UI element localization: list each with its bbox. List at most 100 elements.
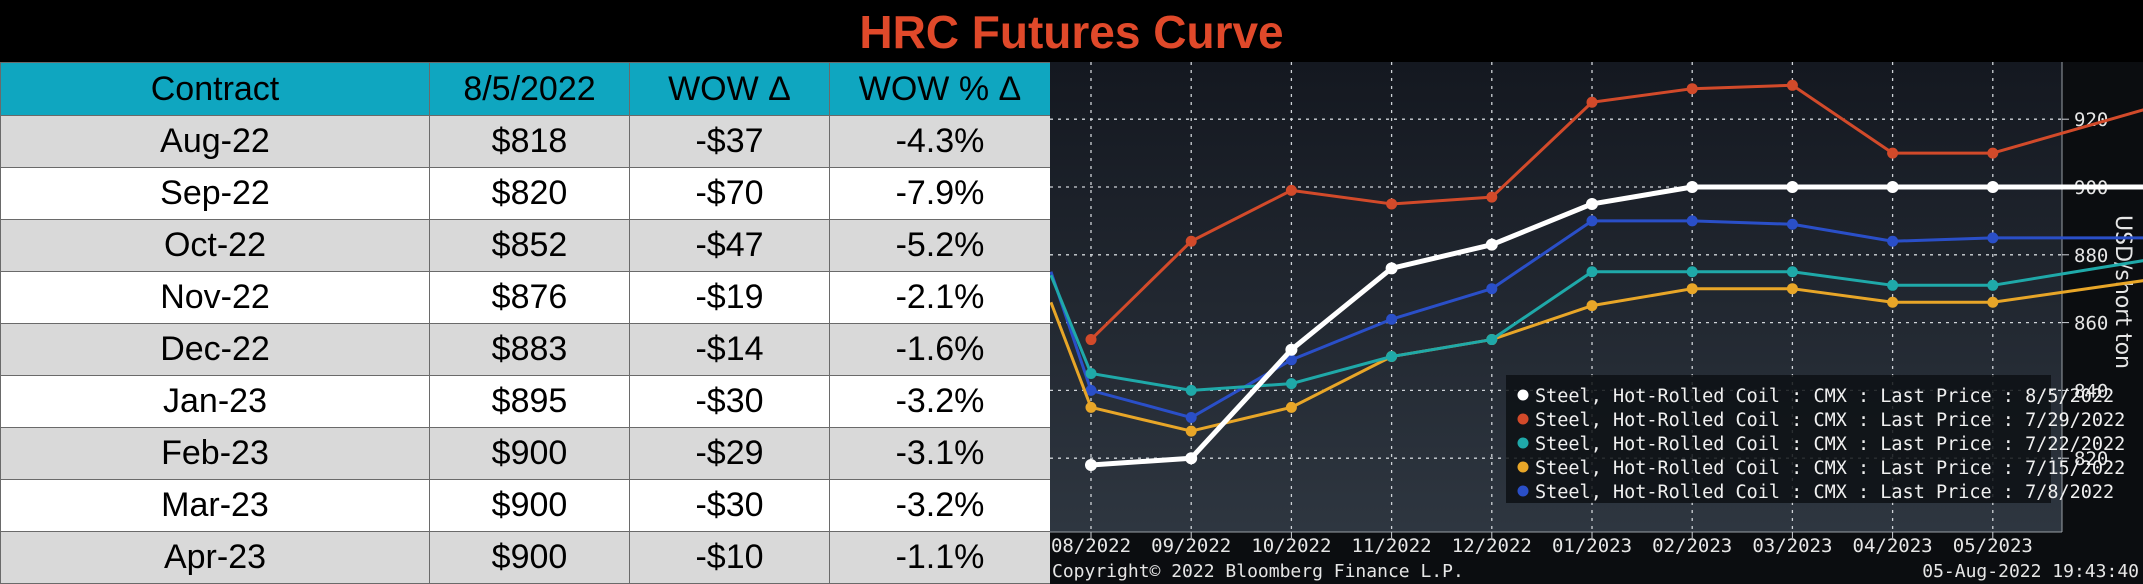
series-point: [1686, 215, 1698, 227]
table-header-row: Contract 8/5/2022 WOW Δ WOW % Δ: [0, 62, 1051, 116]
contract-cell: Sep-22: [0, 167, 430, 220]
y-tick-label: 880: [2074, 245, 2108, 267]
table-row: Oct-22 $852 -$47 -5.2%: [0, 219, 1051, 272]
x-tick-label: 01/2023: [1552, 535, 1632, 557]
series-point: [1987, 147, 1999, 159]
wow-pct-cell: -3.2%: [829, 375, 1051, 428]
table-row: Nov-22 $876 -$19 -2.1%: [0, 271, 1051, 324]
wow-delta-cell: -$37: [629, 115, 830, 168]
price-cell: $900: [429, 427, 630, 480]
series-point: [1586, 215, 1598, 227]
contract-cell: Nov-22: [0, 271, 430, 324]
wow-pct-cell: -5.2%: [829, 219, 1051, 272]
legend-marker: [1517, 413, 1529, 425]
series-line: [1050, 259, 2143, 392]
wow-delta-cell: -$29: [629, 427, 830, 480]
contract-cell: Jan-23: [0, 375, 430, 428]
wow-delta-cell: -$30: [629, 479, 830, 532]
legend-marker: [1517, 389, 1529, 401]
contract-cell: Dec-22: [0, 323, 430, 376]
wow-delta-cell: -$19: [629, 271, 830, 324]
legend-box: [1506, 375, 2051, 503]
timestamp-text: 05-Aug-2022 19:43:40: [1922, 561, 2139, 582]
wow-delta-cell: -$70: [629, 167, 830, 220]
series-point: [1586, 197, 1598, 210]
y-tick-label: 840: [2074, 380, 2108, 402]
series-point: [1285, 343, 1298, 356]
x-tick-label: 08/2022: [1051, 535, 1131, 557]
table-row: Feb-23 $900 -$29 -3.1%: [0, 427, 1051, 480]
legend-label: Steel, Hot-Rolled Coil : CMX : Last Pric…: [1535, 482, 2114, 503]
copyright-text: Copyright© 2022 Bloomberg Finance L.P.: [1052, 561, 1464, 582]
series-point: [1285, 354, 1297, 366]
page-title: HRC Futures Curve: [859, 6, 1284, 58]
title-bar: HRC Futures Curve: [0, 0, 2143, 62]
y-tick-label: 860: [2074, 313, 2108, 335]
x-tick-label: 03/2023: [1752, 535, 1832, 557]
series-point: [1987, 232, 1999, 244]
wow-pct-cell: -7.9%: [829, 167, 1051, 220]
legend-label: Steel, Hot-Rolled Coil : CMX : Last Pric…: [1535, 458, 2125, 479]
series-point: [1185, 384, 1197, 396]
series-point: [1786, 79, 1798, 91]
price-cell: $900: [429, 479, 630, 532]
series-point: [1986, 181, 1999, 193]
y-tick-label: 820: [2074, 448, 2108, 470]
series-point: [1486, 191, 1498, 203]
header-price-date: 8/5/2022: [429, 62, 630, 116]
series-point: [1185, 412, 1197, 424]
legend-label: Steel, Hot-Rolled Coil : CMX : Last Pric…: [1535, 386, 2114, 407]
table-row: Sep-22 $820 -$70 -7.9%: [0, 167, 1051, 220]
series-point: [1886, 181, 1899, 193]
y-axis-label: USD/short ton: [2110, 215, 2135, 369]
legend-label: Steel, Hot-Rolled Coil : CMX : Last Pric…: [1535, 434, 2125, 455]
legend-label: Steel, Hot-Rolled Coil : CMX : Last Pric…: [1535, 410, 2125, 431]
price-cell: $876: [429, 271, 630, 324]
wow-pct-cell: -2.1%: [829, 271, 1051, 324]
price-cell: $900: [429, 531, 630, 584]
x-tick-label: 12/2022: [1452, 535, 1532, 557]
series-point: [1887, 279, 1899, 291]
series-point: [1285, 401, 1297, 413]
contract-cell: Feb-23: [0, 427, 430, 480]
series-point: [1185, 425, 1197, 437]
price-cell: $852: [429, 219, 630, 272]
series-point: [1185, 452, 1198, 465]
series-point: [1385, 262, 1398, 275]
table-row: Aug-22 $818 -$37 -4.3%: [0, 115, 1051, 168]
series-point: [1887, 147, 1899, 159]
wow-pct-cell: -3.2%: [829, 479, 1051, 532]
series-point: [1686, 283, 1698, 295]
series-point: [1686, 266, 1698, 278]
series-point: [1285, 378, 1297, 390]
wow-delta-cell: -$30: [629, 375, 830, 428]
table-row: Apr-23 $900 -$10 -1.1%: [0, 531, 1051, 584]
series-point: [1085, 334, 1097, 346]
contracts-table: Contract 8/5/2022 WOW Δ WOW % Δ Aug-22 $8…: [0, 62, 1051, 584]
series-point: [1085, 458, 1097, 471]
x-tick-label: 09/2022: [1151, 535, 1231, 557]
table-row: Mar-23 $900 -$30 -3.2%: [0, 479, 1051, 532]
series-point: [1386, 351, 1398, 362]
table-body: Aug-22 $818 -$37 -4.3% Sep-22 $820 -$70 -7.9% Oc…: [0, 115, 1051, 584]
legend-marker: [1517, 461, 1529, 473]
price-cell: $818: [429, 115, 630, 168]
series-line: [1050, 279, 2143, 433]
header-wow-delta: WOW Δ: [629, 62, 830, 116]
table-row: Jan-23 $895 -$30 -3.2%: [0, 375, 1051, 428]
series-point: [1486, 283, 1498, 295]
contract-cell: Oct-22: [0, 219, 430, 272]
series-point: [1987, 296, 1999, 308]
series-point: [1586, 96, 1598, 108]
series-point: [1686, 83, 1698, 95]
series-point: [1786, 283, 1798, 295]
x-tick-label: 11/2022: [1352, 535, 1432, 557]
futures-curve-chart: 820 840 860 880 900 920 USD/short ton 08/2022 09…: [1050, 62, 2143, 584]
wow-delta-cell: -$14: [629, 323, 830, 376]
legend-marker: [1517, 485, 1529, 497]
series-point: [1085, 367, 1097, 379]
series-point: [1786, 218, 1798, 230]
wow-pct-cell: -1.1%: [829, 531, 1051, 584]
